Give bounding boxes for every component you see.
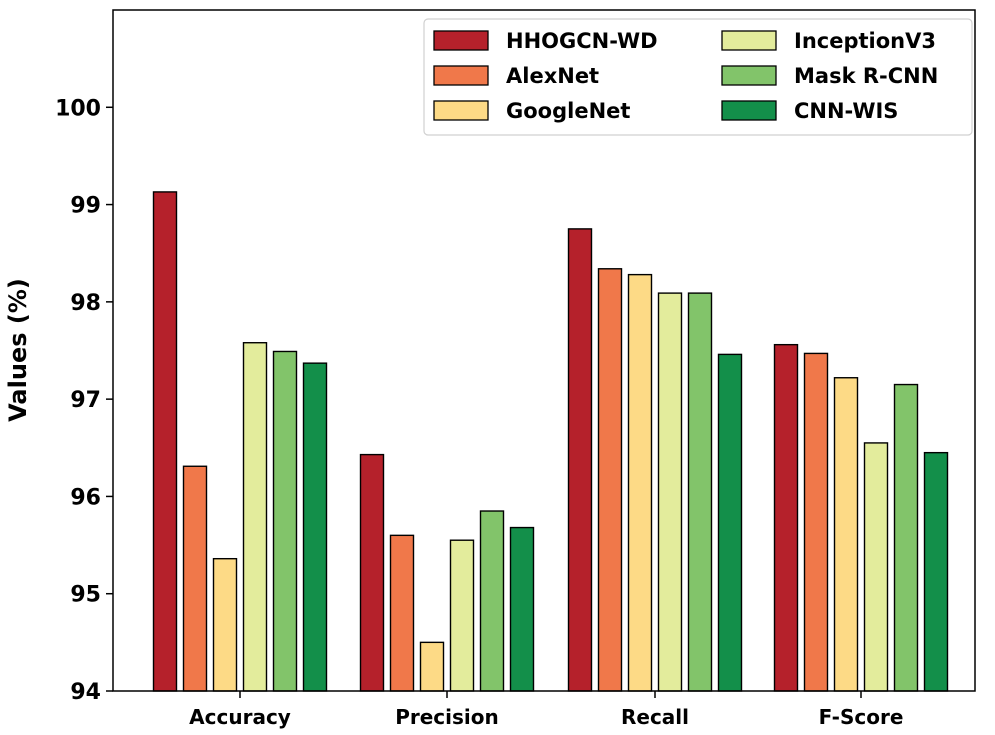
x-tick-label: Precision [395,705,499,729]
y-tick-label: 95 [70,583,101,608]
bar-inceptionv3-precision [449,539,475,692]
bar-inceptionv3-accuracy [242,342,268,692]
legend-label: HHOGCN-WD [506,29,658,53]
bar-cnn-wis-f-score [923,451,949,692]
legend: HHOGCN-WD AlexNet GoogleNet InceptionV3 Mask… [423,18,973,136]
y-axis: 94 95 96 97 98 99 100 [55,96,113,705]
bar-hhogcn-wd-precision [359,453,385,692]
bar-mask-r-cnn-accuracy [272,350,298,692]
bar-googlenet-recall [627,273,653,692]
y-tick-label: 94 [70,680,101,705]
y-tick-label: 98 [70,291,101,316]
legend-label: CNN-WIS [794,99,898,123]
legend-item: GoogleNet [433,99,630,123]
bar-alexnet-precision [389,534,415,692]
legend-swatch [433,30,489,51]
legend-label: InceptionV3 [794,29,936,53]
bar-mask-r-cnn-f-score [893,383,919,692]
bar-alexnet-f-score [803,352,829,692]
legend-label: GoogleNet [506,99,630,123]
legend-swatch [721,30,777,51]
bar-cnn-wis-precision [509,526,535,692]
bar-cnn-wis-accuracy [302,362,328,692]
legend-item: CNN-WIS [721,99,898,123]
bar-googlenet-precision [419,641,445,692]
bar-inceptionv3-recall [657,292,683,692]
y-axis-title: Values (%) [4,278,32,422]
x-tick-label: Recall [621,705,689,729]
legend-item: Mask R-CNN [721,64,938,88]
legend-item: HHOGCN-WD [433,29,658,53]
legend-label: Mask R-CNN [794,64,938,88]
legend-frame [423,18,973,136]
bar-alexnet-recall [597,268,623,692]
bar-googlenet-f-score [833,377,859,692]
plot-frame [112,9,976,692]
bar-hhogcn-wd-f-score [773,343,799,692]
bar-mask-r-cnn-recall [687,292,713,692]
legend-label: AlexNet [506,64,599,88]
bar-hhogcn-wd-accuracy [152,191,178,692]
bar-mask-r-cnn-precision [479,510,505,692]
legend-swatch [721,65,777,86]
bars-group [152,191,949,692]
legend-item: AlexNet [433,64,599,88]
x-tick-label: Accuracy [189,705,291,729]
y-tick-label: 99 [70,194,101,219]
bar-alexnet-accuracy [182,465,208,692]
legend-swatch [433,65,489,86]
legend-swatch [433,100,489,121]
y-tick-label: 97 [70,388,101,413]
bar-inceptionv3-f-score [863,442,889,692]
bar-cnn-wis-recall [717,353,743,692]
legend-swatch [721,100,777,121]
x-tick-label: F-Score [819,705,904,729]
x-axis: Accuracy Precision Recall F-Score [189,691,903,729]
legend-item: InceptionV3 [721,29,936,53]
y-tick-label: 100 [55,96,101,121]
y-tick-label: 96 [70,485,101,510]
bar-hhogcn-wd-recall [567,228,593,692]
bar-googlenet-accuracy [212,557,238,692]
